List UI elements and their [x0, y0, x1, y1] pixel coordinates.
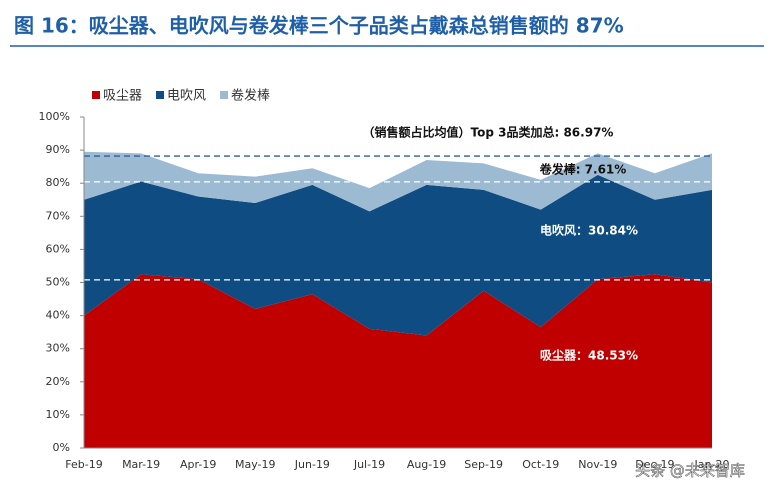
y-tick-label: 80% — [46, 176, 70, 189]
x-tick-label: Jan-20 — [694, 458, 730, 471]
annotation: （销售额占比均值）Top 3品类加总: 86.97% — [363, 125, 614, 140]
legend-label: 吸尘器 — [103, 89, 142, 104]
x-tick-label: Mar-19 — [122, 458, 160, 471]
x-tick-label: Apr-19 — [180, 458, 216, 471]
y-tick-label: 20% — [46, 375, 70, 388]
y-tick-label: 10% — [46, 408, 70, 421]
x-tick-label: Feb-19 — [65, 458, 102, 471]
y-tick-label: 90% — [46, 143, 70, 156]
legend-swatch — [220, 91, 229, 99]
area — [84, 274, 712, 448]
annotation: 吸尘器：48.53% — [540, 348, 638, 363]
legend-label: 电吹风 — [167, 89, 206, 104]
x-tick-label: Jun-19 — [294, 458, 330, 471]
watermark: 头条 @未来智库 — [635, 462, 745, 480]
x-tick-label: Aug-19 — [407, 458, 446, 471]
x-tick-label: Dec-19 — [635, 458, 674, 471]
x-tick-label: May-19 — [235, 458, 276, 471]
y-tick-label: 30% — [46, 342, 70, 355]
legend-label: 卷发棒 — [231, 88, 270, 104]
x-tick-label: Sep-19 — [464, 458, 503, 471]
y-tick-label: 0% — [53, 441, 70, 454]
annotation: 卷发棒: 7.61% — [539, 162, 627, 177]
y-tick-label: 50% — [46, 276, 70, 289]
legend-swatch — [156, 91, 165, 99]
x-tick-label: Nov-19 — [578, 458, 617, 471]
annotation: 电吹风：30.84% — [540, 223, 638, 238]
x-tick-label: Jul-19 — [353, 458, 385, 471]
area — [84, 174, 712, 336]
legend-swatch — [92, 91, 100, 99]
y-tick-label: 70% — [46, 209, 70, 222]
chart-title: 图 16：吸尘器、电吹风与卷发棒三个子品类占戴森总销售额的 87% — [14, 14, 624, 38]
y-tick-label: 60% — [46, 242, 70, 255]
y-tick-label: 100% — [39, 110, 70, 123]
x-tick-label: Oct-19 — [522, 458, 559, 471]
y-tick-label: 40% — [46, 309, 70, 322]
